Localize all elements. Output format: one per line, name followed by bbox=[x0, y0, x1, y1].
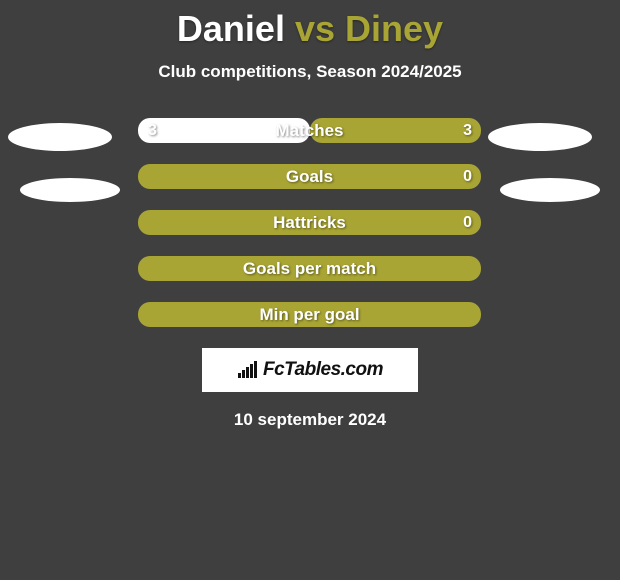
subtitle: Club competitions, Season 2024/2025 bbox=[0, 62, 620, 82]
stat-value-right: 0 bbox=[463, 164, 472, 189]
decorative-ellipse bbox=[20, 178, 120, 202]
vs-separator: vs bbox=[295, 8, 335, 49]
stat-value-right: 0 bbox=[463, 210, 472, 235]
player1-name: Daniel bbox=[177, 8, 285, 49]
stat-row: Min per goal bbox=[0, 302, 620, 327]
comparison-title: Daniel vs Diney bbox=[0, 0, 620, 50]
logo: FcTables.com bbox=[237, 359, 383, 381]
decorative-ellipse bbox=[500, 178, 600, 202]
player2-name: Diney bbox=[345, 8, 443, 49]
logo-text: FcTables.com bbox=[263, 359, 383, 381]
stat-label: Matches bbox=[138, 118, 481, 143]
stat-row: Hattricks0 bbox=[0, 210, 620, 235]
stat-row: Goals per match bbox=[0, 256, 620, 281]
decorative-ellipse bbox=[8, 123, 112, 151]
stat-label: Min per goal bbox=[138, 302, 481, 327]
date-label: 10 september 2024 bbox=[0, 410, 620, 430]
barchart-icon bbox=[237, 361, 259, 379]
stat-label: Goals per match bbox=[138, 256, 481, 281]
stat-label: Goals bbox=[138, 164, 481, 189]
decorative-ellipse bbox=[488, 123, 592, 151]
logo-box: FcTables.com bbox=[202, 348, 418, 392]
stat-value-left: 3 bbox=[148, 118, 157, 143]
stat-value-right: 3 bbox=[463, 118, 472, 143]
stat-label: Hattricks bbox=[138, 210, 481, 235]
